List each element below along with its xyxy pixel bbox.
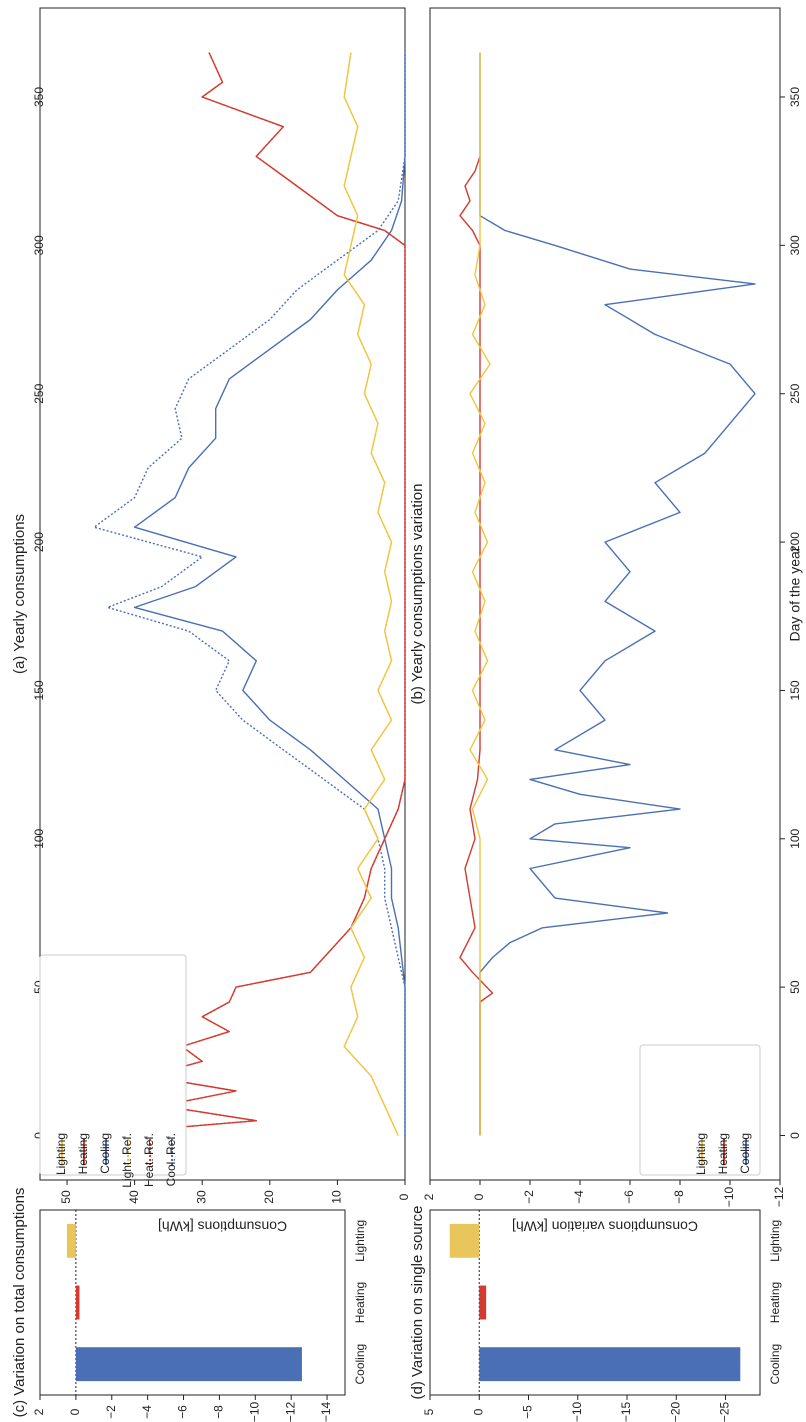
y-tick-label: −20 [668,1401,682,1422]
y-tick-label: 0 [68,1408,82,1415]
x-tick-label: 0 [788,1132,802,1139]
legend-box [639,1044,761,1176]
category-label: Cooling [353,1344,367,1385]
legend-label: Heating [716,1133,730,1174]
y-tick-label: −14 [319,1401,333,1422]
bar-cooling [75,1347,302,1382]
plot-frame [39,1209,346,1396]
y-tick-label: −25 [718,1401,732,1422]
chart-title: (a) Yearly consumptions [11,514,28,674]
x-tick-label: 100 [788,828,802,848]
series-line-lighting [469,52,491,1136]
x-tick-label: 350 [32,87,46,107]
chart-title: (b) Yearly consumptions variation [409,484,426,705]
plot-frame [429,1209,761,1396]
y-tick-label: −4 [140,1405,154,1419]
y-tick-label: −12 [772,1186,786,1207]
legend-label: Light. Ref. [120,1133,134,1188]
x-tick-label: 200 [32,532,46,552]
y-tick-label: −10 [247,1401,261,1422]
category-label: Cooling [768,1344,782,1385]
series-line-lighting [343,52,399,1136]
x-axis-label: Day of the year [787,546,803,641]
legend-box [39,954,187,1176]
x-tick-label: 100 [32,828,46,848]
panel-b: 0 50 100 150 200 250 300 350 2 0 −2 −4 −6 −8 −10 −12 (b)… [409,7,803,1234]
series-line-cool-ref- [93,52,406,1136]
y-tick-label: 40 [127,1190,141,1204]
y-tick-label: −10 [570,1401,584,1422]
category-label: Lighting [353,1220,367,1262]
y-tick-label: −12 [283,1401,297,1422]
y-tick-label: 5 [422,1408,436,1415]
legend-label: Lighting [694,1133,708,1175]
y-tick-label: −4 [572,1190,586,1204]
x-tick-label: 50 [788,980,802,994]
bar-cooling [479,1347,741,1382]
bar-lighting [66,1223,76,1258]
y-tick-label: 2 [32,1408,46,1415]
x-tick-label: 300 [32,235,46,255]
y-tick-label: 30 [194,1190,208,1204]
y-tick-label: −10 [722,1186,736,1207]
series-line-cooling [479,52,756,1136]
plot-frame [429,7,781,1181]
category-label: Heating [353,1282,367,1323]
chart-title: (c) Variation on total consumptions [11,1188,28,1418]
y-tick-label: 0 [397,1193,411,1200]
bar-heating [479,1285,487,1320]
panel-d: Cooling Heating Lighting 5 0 −5 −10 −15 −20 −25 (d… [409,1206,782,1422]
y-tick-label: −2 [522,1190,536,1204]
bar-heating [75,1285,80,1320]
y-tick-label: −2 [104,1405,118,1419]
y-axis-label: Consumptions variation [kWh] [512,1218,698,1234]
x-tick-label: 250 [32,383,46,403]
legend-label: Cooling [98,1133,112,1174]
legend-label: Heating [76,1133,90,1174]
y-tick-label: 10 [330,1190,344,1204]
y-tick-label: −8 [212,1405,226,1419]
x-tick-label: 350 [788,87,802,107]
y-tick-label: −8 [672,1190,686,1204]
x-tick-label: 300 [788,235,802,255]
y-tick-label: 0 [472,1193,486,1200]
bar-lighting [449,1223,480,1258]
y-tick-label: 2 [422,1193,436,1200]
series-line-cooling [133,52,406,1136]
legend-label: Cooling [738,1133,752,1174]
x-tick-label: 0 [32,1132,46,1139]
x-tick-label: 200 [788,532,802,552]
y-tick-label: −5 [521,1405,535,1419]
y-tick-label: −6 [176,1405,190,1419]
x-tick-label: 150 [788,680,802,700]
x-tick-label: 250 [788,383,802,403]
x-tick-label: 150 [32,680,46,700]
chart-title: (d) Variation on single source [409,1206,426,1400]
y-tick-label: 20 [262,1190,276,1204]
y-tick-label: 0 [471,1408,485,1415]
category-label: Heating [768,1282,782,1323]
category-label: Lighting [768,1220,782,1262]
legend-label: Cool. Ref. [164,1133,178,1186]
legend-label: Heat. Ref. [142,1133,156,1187]
y-tick-label: −6 [622,1190,636,1204]
y-tick-label: 50 [59,1190,73,1204]
y-axis-label: Consumptions [kWh] [158,1218,287,1234]
series-line-heating [459,156,494,1136]
y-tick-label: −15 [619,1401,633,1422]
legend-label: Lighting [54,1133,68,1175]
